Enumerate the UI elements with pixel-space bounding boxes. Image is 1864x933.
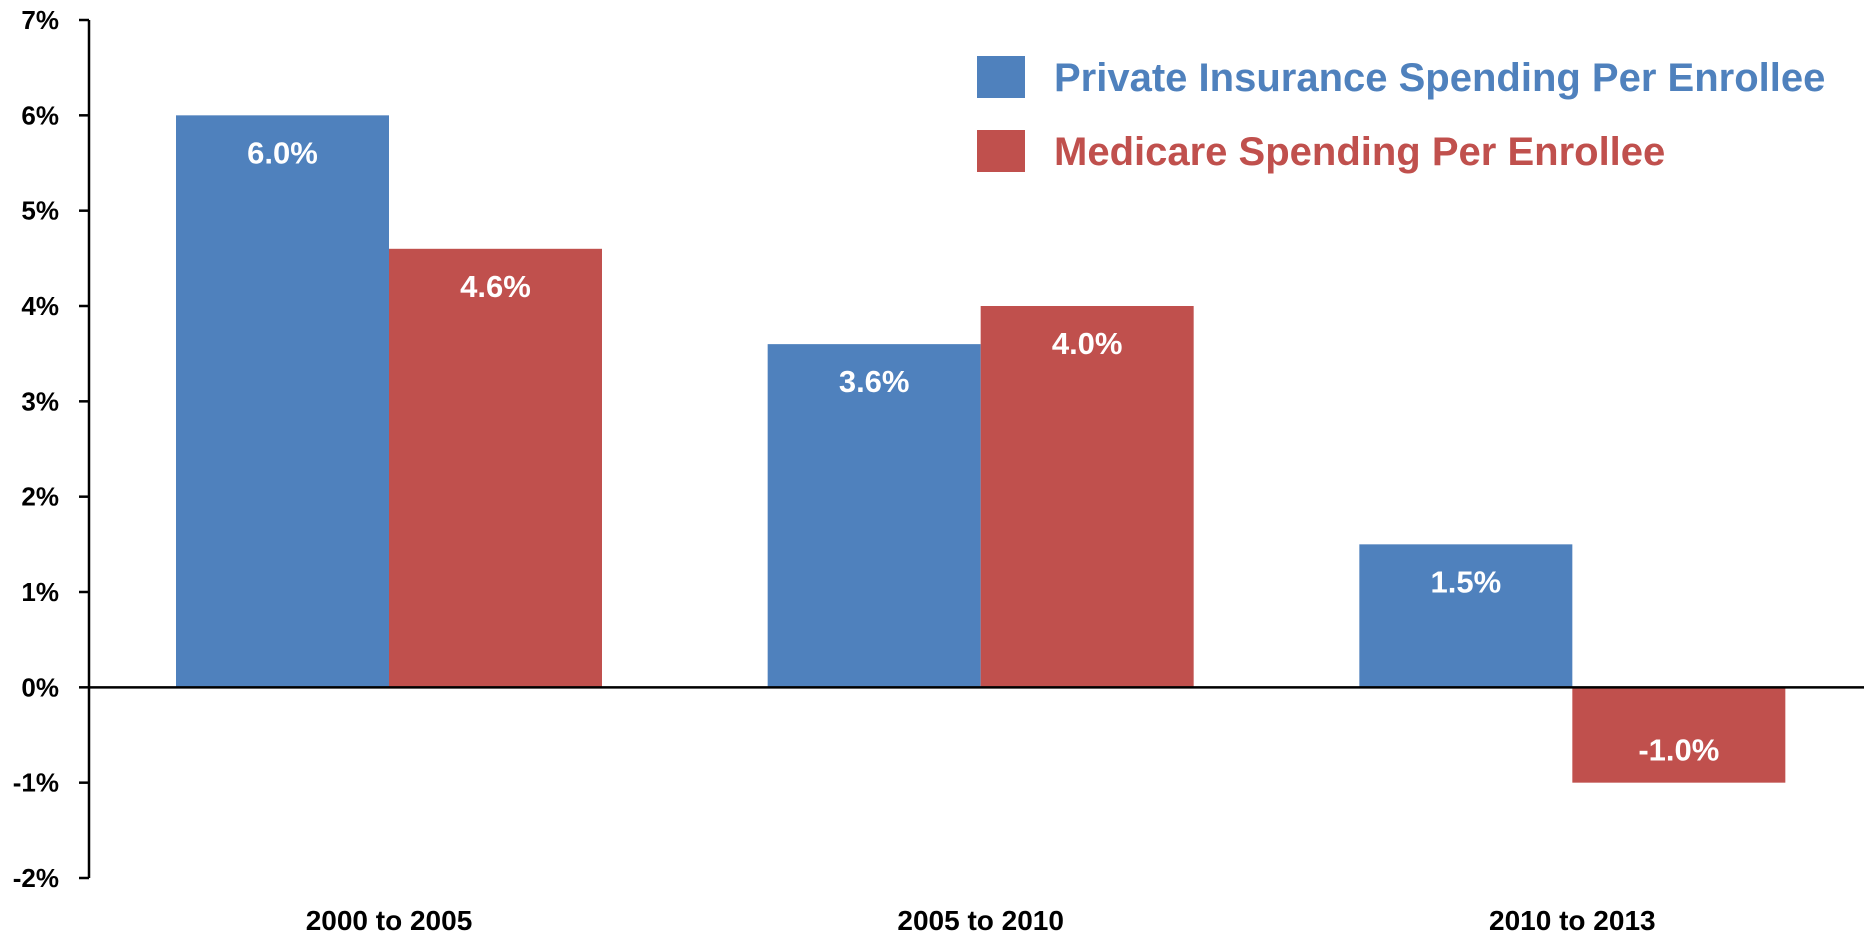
bar-medicare-2 [980, 306, 1194, 688]
y-tick-label: 1% [21, 577, 59, 607]
y-tick-label: 6% [21, 100, 59, 130]
data-label-private-1: 6.0% [247, 135, 318, 170]
bar-medicare-1 [389, 248, 602, 688]
y-tick-label: 4% [21, 291, 59, 321]
data-label-private-3: 1.5% [1430, 564, 1501, 599]
y-tick-label: -2% [13, 863, 59, 893]
data-label-private-2: 3.6% [839, 364, 910, 399]
y-tick-label: 0% [21, 672, 59, 702]
y-tick-label: 3% [21, 386, 59, 416]
y-tick-label: 2% [21, 482, 59, 512]
data-label-medicare-1: 4.6% [460, 269, 531, 304]
bar-private-3 [1359, 544, 1573, 688]
legend-swatch-medicare [977, 130, 1025, 172]
x-category-label: 2000 to 2005 [306, 905, 473, 933]
bar-private-1 [176, 115, 389, 688]
legend-label-medicare: Medicare Spending Per Enrollee [1054, 130, 1665, 174]
legend: Private Insurance Spending Per Enrollee M… [977, 56, 1825, 174]
y-tick-label: 5% [21, 196, 59, 226]
data-label-medicare-3: -1.0% [1638, 733, 1719, 768]
legend-swatch-private [977, 56, 1025, 98]
labels-layer: 6.0% 3.6% 1.5% 4.6% 4.0% -1.0% [247, 135, 1719, 767]
data-label-medicare-2: 4.0% [1052, 326, 1123, 361]
axes-layer: -2% -1% 0% 1% 2% 3% 4% 5% 6% 7% 2000 to 2005 2005 t… [13, 5, 1864, 933]
x-category-label: 2010 to 2013 [1489, 905, 1656, 933]
bars-layer [176, 115, 1786, 783]
x-category-label: 2005 to 2010 [897, 905, 1064, 933]
legend-label-private: Private Insurance Spending Per Enrollee [1054, 56, 1825, 100]
bar-private-2 [767, 344, 981, 688]
y-tick-label: -1% [13, 768, 59, 798]
bar-medicare-3 [1572, 687, 1786, 783]
y-tick-label: 7% [21, 5, 59, 35]
